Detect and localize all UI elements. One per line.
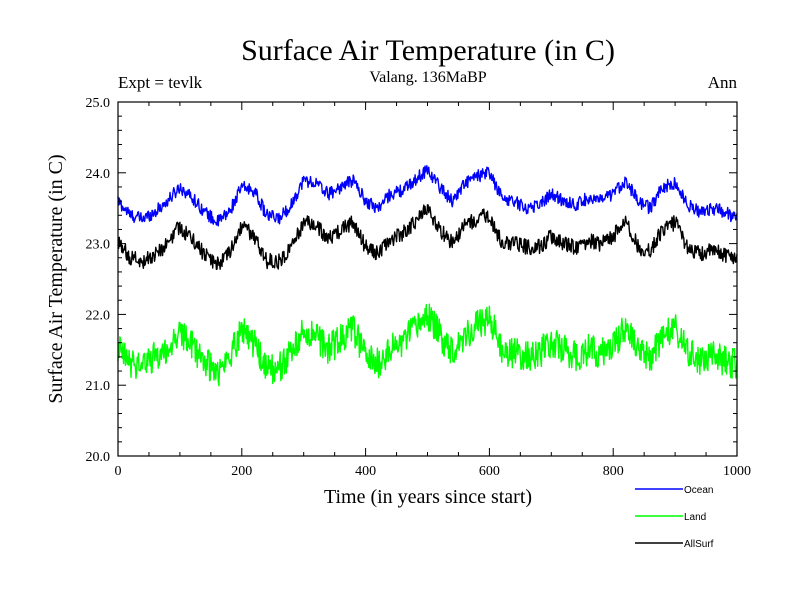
y-axis-label: Surface Air Temperature (in C) <box>45 154 67 403</box>
legend-label-ocean: Ocean <box>684 485 713 496</box>
x-axis-label: Time (in years since start) <box>324 486 532 508</box>
experiment-label: Expt = tevlk <box>118 73 203 92</box>
legend-label-land: Land <box>684 512 706 523</box>
x-tick-label: 0 <box>115 464 122 479</box>
x-tick-label: 200 <box>231 464 252 479</box>
plot-area: 0 200 400 600 800 1000 20.0 21.0 22.0 23.0 24.0 25… <box>86 96 752 479</box>
season-label: Ann <box>708 73 738 92</box>
y-axis-ticks: 20.0 21.0 22.0 23.0 24.0 25.0 <box>86 96 737 465</box>
series-line-ocean <box>117 165 738 227</box>
legend-label-allsurf: AllSurf <box>684 539 714 550</box>
x-axis-ticks: 0 200 400 600 800 1000 <box>115 102 751 479</box>
y-tick-label: 24.0 <box>86 167 111 182</box>
x-tick-label: 400 <box>355 464 376 479</box>
y-tick-label: 20.0 <box>86 450 111 465</box>
x-tick-label: 800 <box>603 464 624 479</box>
x-tick-label: 600 <box>479 464 500 479</box>
series-layer <box>117 165 738 387</box>
series-line-land <box>117 303 738 387</box>
x-tick-label: 1000 <box>723 464 751 479</box>
y-tick-label: 21.0 <box>86 379 111 394</box>
series-line-allsurf <box>117 204 738 271</box>
y-tick-label: 25.0 <box>86 96 111 111</box>
chart-title: Surface Air Temperature (in C) <box>241 34 615 67</box>
chart-subtitle: Valang. 136MaBP <box>369 69 486 86</box>
legend: Ocean Land AllSurf <box>635 485 714 550</box>
plot-frame <box>117 101 738 457</box>
y-tick-label: 22.0 <box>86 308 111 323</box>
y-tick-label: 23.0 <box>86 238 111 253</box>
